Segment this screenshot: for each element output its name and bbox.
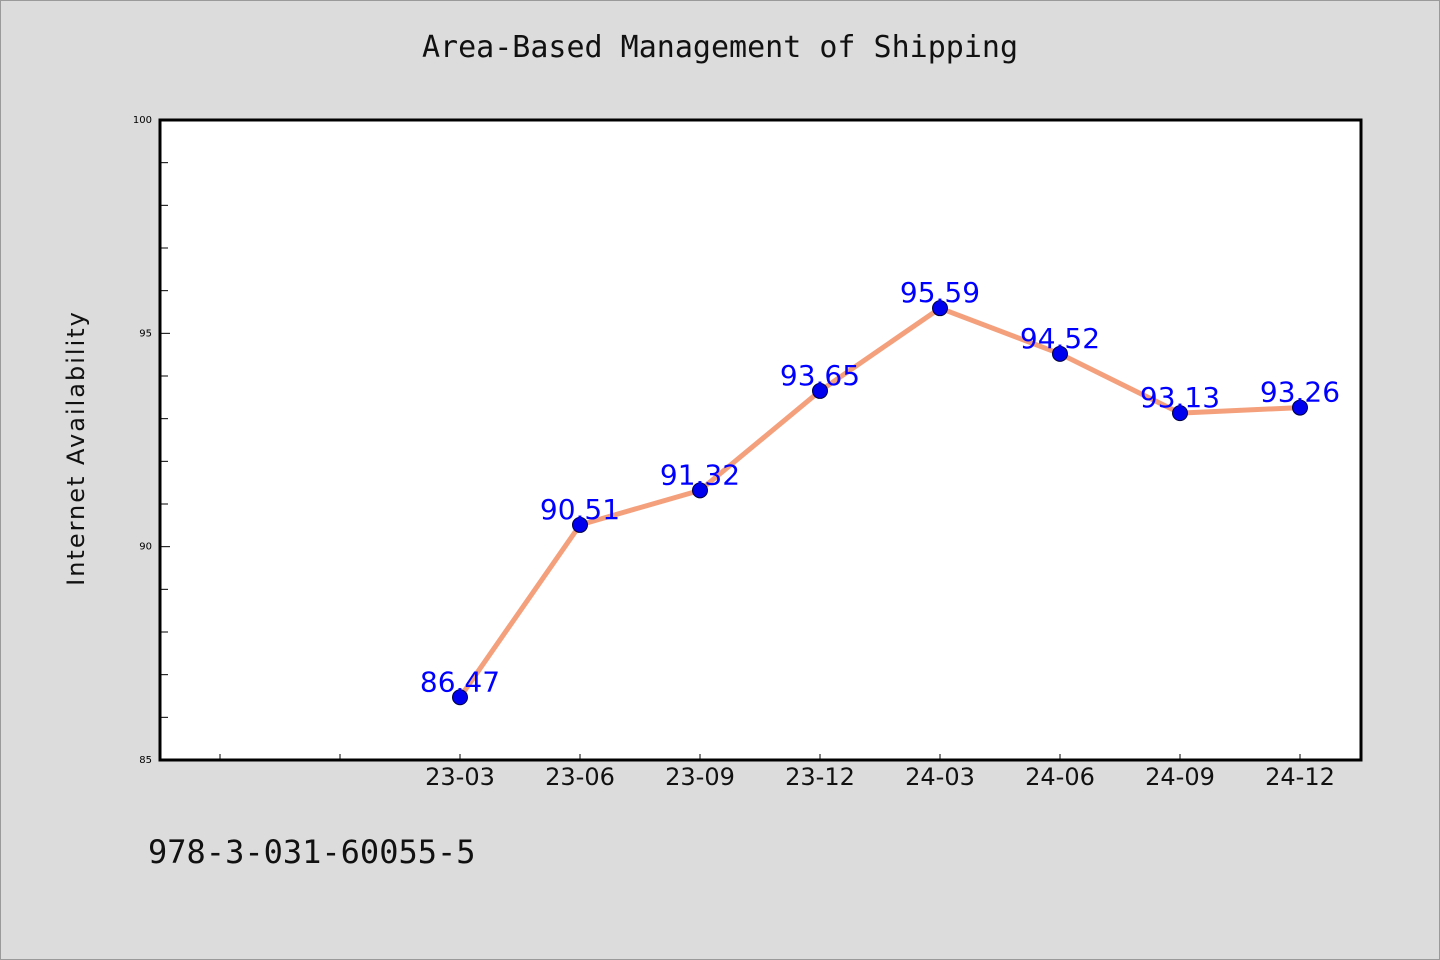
y-tick-label: 95 — [139, 328, 152, 339]
data-point — [692, 482, 708, 499]
x-tick-label: 24-09 — [1145, 763, 1215, 791]
data-label: 93.13 — [1140, 381, 1220, 414]
x-tick-label: 23-12 — [785, 763, 855, 791]
x-tick-label: 24-12 — [1265, 763, 1335, 791]
data-point — [572, 516, 588, 533]
x-tick-label: 23-09 — [665, 763, 735, 791]
x-tick-label: 24-06 — [1025, 763, 1095, 791]
data-labels-group: 86.47 90.51 91.32 93.65 95.59 94.52 93.13 93.26 — [420, 276, 1340, 698]
data-label: 94.52 — [1020, 322, 1100, 355]
data-label: 93.26 — [1260, 376, 1340, 409]
y-tick-label: 100 — [133, 115, 152, 126]
data-point — [1292, 399, 1308, 416]
data-point — [1052, 345, 1068, 362]
y-axis: 85 90 95 100 — [133, 115, 170, 766]
x-tick-label: 23-03 — [425, 763, 495, 791]
x-tick-label: 24-03 — [905, 763, 975, 791]
y-tick-label: 90 — [139, 542, 152, 553]
data-label: 91.32 — [660, 458, 740, 491]
data-point — [1172, 405, 1188, 422]
footer-code: 978-3-031-60055-5 — [148, 833, 476, 871]
data-label: 95.59 — [900, 276, 980, 309]
data-label: 93.65 — [780, 359, 860, 392]
series-group — [452, 300, 1308, 706]
chart-title: Area-Based Management of Shipping — [421, 30, 1019, 65]
data-label: 90.51 — [540, 493, 620, 526]
data-point — [812, 382, 828, 399]
data-label: 86.47 — [420, 665, 500, 698]
data-point — [452, 689, 468, 706]
series-line — [457, 305, 1303, 700]
y-tick-label: 85 — [139, 755, 152, 766]
x-axis: 23-03 23-06 23-09 23-12 24-03 24-06 24-09 24-12 — [219, 754, 1335, 791]
data-point — [932, 300, 948, 317]
x-tick-label: 23-06 — [545, 763, 615, 791]
